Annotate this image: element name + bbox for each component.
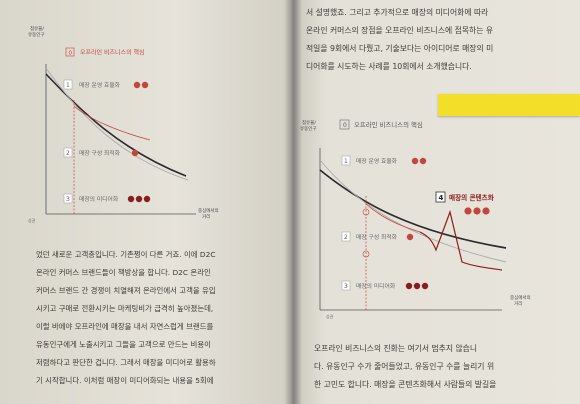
mark-4-3 [482,207,490,215]
body-line: 적일을 9회에서 다뤘고, 기술보다는 아이디어로 매장의 미 [306,44,494,53]
label-3-text: 매장의 미디어화 [79,195,119,203]
mark-4-2 [473,207,481,215]
mark-1-2 [141,81,149,89]
black-curve [45,73,187,177]
label-3-number: 3 [344,283,348,290]
mark-3-1 [405,282,413,290]
mark-2-1 [406,233,414,241]
mark-1-1 [133,81,141,89]
y-axis-label-line2: 유동인구 [300,125,317,132]
chart-header: 오프라인 비즈니스의 핵심 [354,120,423,129]
y-axis-label: 점유율/ [302,119,316,126]
label-3-number: 3 [66,196,70,203]
label-1-text: 매장 운영 효율화 [356,157,398,165]
chart-header: 오프라인 비즈니스의 핵심 [80,49,145,57]
axis-small-text: 상권 [326,313,334,319]
axis-small-text: 상권 [28,217,36,223]
body-line: 유동인구에게 노출시키고 그들을 고객으로 만드는 비용이 [36,340,211,349]
label-4-text: 매장의 콘텐츠화 [449,193,494,202]
label-1-text: 매장 운영 효율화 [79,81,121,89]
label-1-number: 1 [66,82,70,89]
label-3-box [63,193,73,204]
right-bottom-text: 오프라인 비즈니스의 진화는 여기서 멈추지 않습니 다. 유동인구 수가 줄어… [314,340,576,394]
label-2-number: 2 [344,234,348,241]
curve-mark [362,250,370,258]
black-curve [319,169,507,249]
label-4-box [435,191,446,203]
body-line: 커머스 브랜드 간 경쟁이 치열해져 온라인에서 고객을 유입 [36,286,216,295]
mark-3-2 [413,282,421,290]
header-number-box [339,119,350,130]
mark-2-1 [131,149,139,157]
label-2-text: 매장 구성 최적화 [79,149,121,157]
label-2-box [63,147,73,158]
red-curve [73,105,151,141]
x-axis-label-line2: 거리 [202,213,210,220]
label-2-text: 매장 구성 최적화 [356,233,398,241]
mark-3-2 [135,195,143,203]
label-3-box [341,280,351,291]
label-1-box [63,79,73,90]
label-2-number: 2 [66,150,70,157]
red-curve [365,203,421,233]
body-line: 시키고 구매로 전환시키는 마케팅비가 급격히 높아졌는데, [36,304,214,313]
left-page: 점유율/ 유동인구 중심에서의 거리 상권 0 오프라인 비즈니스의 핵심 1 … [0,0,292,404]
right-chart: 점유율/ 유동인구 중심에서의 거리 상권 0 오프라인 비즈니스의 핵심 1 … [300,119,531,319]
header-number: 0 [69,51,73,57]
mark-4-1 [464,207,472,215]
body-line: 한 고민도 합니다. 매장을 콘텐츠화해서 사람들의 발길을 [314,380,497,389]
mark-3-3 [421,282,429,290]
curve-mark [362,208,370,216]
body-line: 온라인 커머스 브랜드들이 책방상을 합니다. D2C 온라인 [36,268,211,277]
label-3-text: 매장의 미디어화 [356,282,396,290]
mark-1-2 [419,157,427,165]
gray-curve [319,159,507,263]
yellow-sticky-tab [438,94,580,116]
header-number: 0 [343,122,347,129]
x-axis-label-line2: 거리 [514,300,522,307]
header-number-box [65,47,75,57]
x-axis-label: 중심에서의 [510,294,531,301]
body-line: 이럴 바에야 오프라인에 매장을 내서 자연스럽게 브랜드를 [36,322,214,331]
content-curve [419,209,503,271]
right-page: 서 설명했죠. 그리고 추가적으로 매장의 미디어화에 따라 온라인 커머스의 … [292,0,580,404]
left-body-text: 었던 새로운 고객층입니다. 기존쩡이 다른 거죠. 이에 D2C 온라인 커머… [36,246,286,390]
body-line: 서 설명했죠. 그리고 추가적으로 매장의 미디어화에 따라 [306,8,489,17]
body-line: 디어화를 시도하는 사례를 10회에서 소개했습니다. [306,62,472,71]
left-chart: 점유율/ 유동인구 중심에서의 거리 상권 0 오프라인 비즈니스의 핵심 1 … [28,25,219,223]
x-axis-label: 중심에서의 [198,207,219,214]
body-line: 온라인 커머스의 장점을 오프라인 비즈니스에 접목하는 유 [306,26,494,35]
y-axis-label-line2: 유동인구 [28,31,45,38]
label-4-number: 4 [439,194,444,202]
body-line: 저렴하다고 판단한 겁니다. 그래서 매장을 미디어로 활용하 [36,358,216,367]
right-top-text: 서 설명했죠. 그리고 추가적으로 매장의 미디어화에 따라 온라인 커머스의 … [306,4,576,76]
label-1-box [341,155,351,166]
mark-1-1 [411,157,419,165]
gray-curve [45,67,189,181]
body-line: 오프라인 비즈니스의 진화는 여기서 멈추지 않습니 [314,344,478,353]
label-1-number: 1 [344,158,348,165]
mark-3-3 [143,195,151,203]
y-axis-label: 점유율/ [30,25,44,32]
body-line: 었던 새로운 고객층입니다. 기존쩡이 다른 거죠. 이에 D2C [36,250,216,259]
book-gutter [284,0,302,404]
label-2-box [341,231,351,242]
body-line: 기 시작합니다. 이처럼 매장이 미디어화되는 내용을 5회에 [36,376,214,385]
body-line: 다. 유동인구 수가 줄어들었고, 유동인구 수를 늘리기 위 [314,362,495,371]
mark-3-1 [127,195,135,203]
